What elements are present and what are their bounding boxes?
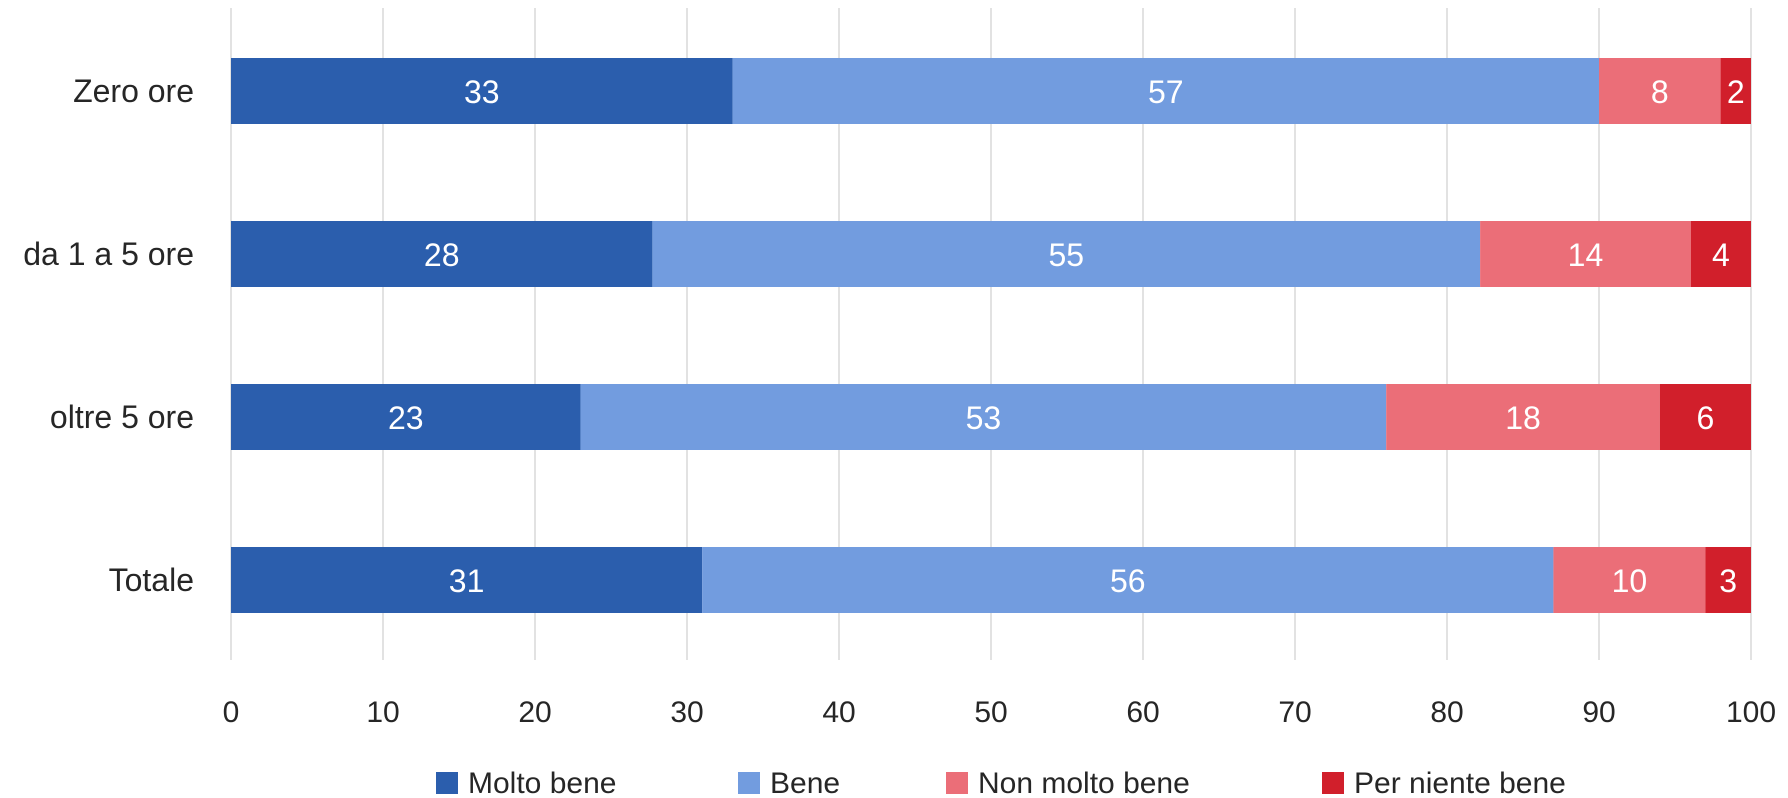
bar-segment xyxy=(732,58,1599,124)
bar-segment xyxy=(1659,384,1751,450)
bar-segment xyxy=(1599,58,1721,124)
bar-segment xyxy=(652,221,1481,287)
bar-segment xyxy=(702,547,1554,613)
legend: Molto bene Bene Non molto bene Per niente b… xyxy=(436,767,1566,798)
legend-label: Per niente bene xyxy=(1354,767,1566,798)
data-label: 53 xyxy=(966,400,1002,436)
x-tick-label: 100 xyxy=(1726,696,1776,729)
category-label: da 1 a 5 ore xyxy=(23,236,194,272)
data-label: 56 xyxy=(1110,563,1146,599)
category-label: oltre 5 ore xyxy=(50,399,194,435)
bar-segment xyxy=(231,221,653,287)
data-label: 18 xyxy=(1505,400,1541,436)
legend-swatch xyxy=(946,772,968,794)
legend-swatch xyxy=(738,772,760,794)
data-label: 28 xyxy=(424,237,460,273)
category-label: Zero ore xyxy=(73,73,194,109)
bar-segment xyxy=(1720,58,1751,124)
category-label: Totale xyxy=(109,562,194,598)
category-labels: Zero ore da 1 a 5 ore oltre 5 ore Totale xyxy=(23,73,194,598)
data-label: 2 xyxy=(1727,74,1745,110)
x-tick-label: 10 xyxy=(366,696,399,729)
bar-segment xyxy=(580,384,1387,450)
legend-label: Non molto bene xyxy=(978,767,1190,798)
x-tick-label: 40 xyxy=(822,696,855,729)
x-tick-label: 30 xyxy=(670,696,703,729)
x-tick-label: 50 xyxy=(974,696,1007,729)
x-tick-label: 90 xyxy=(1582,696,1615,729)
data-label: 10 xyxy=(1612,563,1648,599)
data-label: 33 xyxy=(464,74,500,110)
x-tick-label: 20 xyxy=(518,696,551,729)
data-label: 31 xyxy=(449,563,485,599)
x-tick-label: 0 xyxy=(223,696,240,729)
data-label: 14 xyxy=(1568,237,1604,273)
legend-label: Molto bene xyxy=(468,767,616,798)
bar-segment xyxy=(231,58,733,124)
bar-segment xyxy=(1553,547,1706,613)
x-tick-label: 80 xyxy=(1430,696,1463,729)
data-label: 4 xyxy=(1712,237,1730,273)
data-label: 3 xyxy=(1719,563,1737,599)
legend-swatch xyxy=(1322,772,1344,794)
bar-segment xyxy=(231,547,703,613)
legend-label: Bene xyxy=(770,767,840,798)
bar-segment xyxy=(1705,547,1751,613)
bar-segment xyxy=(1690,221,1751,287)
bars: 33 57 8 2 28 55 14 4 23 53 18 6 31 56 10 3 xyxy=(231,58,1751,613)
data-label: 6 xyxy=(1697,400,1715,436)
data-label: 8 xyxy=(1651,74,1669,110)
bar-segment xyxy=(1480,221,1691,287)
x-tick-label: 60 xyxy=(1126,696,1159,729)
legend-swatch xyxy=(436,772,458,794)
x-axis-tick-labels: 0 10 20 30 40 50 60 70 80 90 100 xyxy=(223,696,1776,729)
bar-segment xyxy=(231,384,581,450)
bar-segment xyxy=(1386,384,1660,450)
data-label: 57 xyxy=(1148,74,1184,110)
data-label: 23 xyxy=(388,400,424,436)
data-label: 55 xyxy=(1048,237,1084,273)
x-tick-label: 70 xyxy=(1278,696,1311,729)
